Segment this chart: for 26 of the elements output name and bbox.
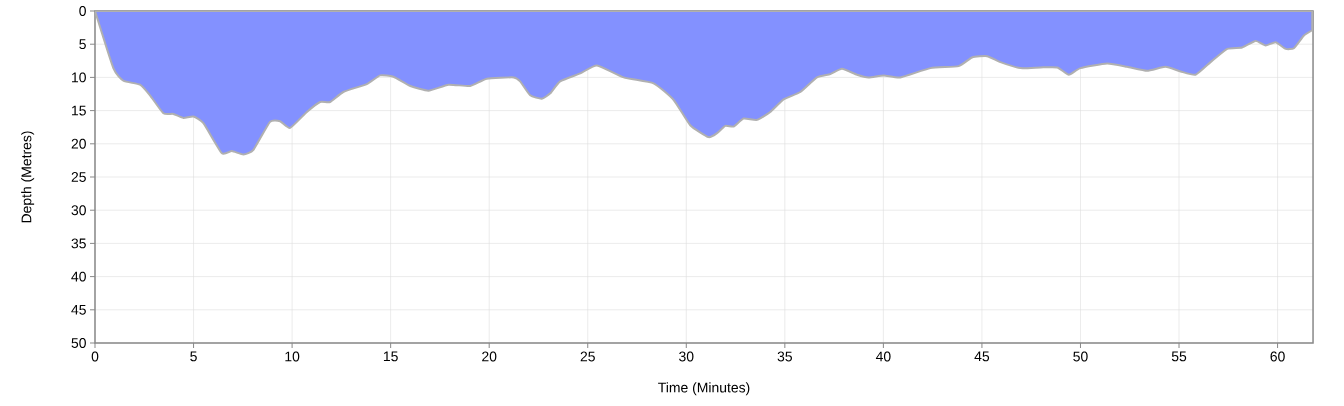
- x-tick-label: 45: [974, 351, 990, 362]
- y-tick-label: 35: [71, 238, 86, 249]
- y-axis-title: Depth (Metres): [21, 131, 35, 223]
- x-tick-label: 40: [875, 351, 891, 362]
- y-tick-label: 30: [71, 205, 86, 216]
- y-tick-label: 40: [71, 271, 86, 282]
- x-tick-label: 10: [285, 351, 300, 362]
- y-tick-label: 10: [72, 72, 86, 83]
- x-tick-label: 15: [383, 351, 398, 362]
- x-tick-label: 50: [1073, 351, 1088, 362]
- y-tick-label: 45: [71, 304, 86, 315]
- x-tick-label: 20: [482, 351, 497, 362]
- y-tick-label: 5: [79, 39, 86, 50]
- x-tick-label: 60: [1270, 351, 1285, 362]
- y-tick-label: 15: [72, 105, 86, 116]
- x-tick-label: 35: [777, 351, 792, 362]
- x-tick-label: 30: [679, 351, 694, 362]
- y-tick-label: 0: [79, 6, 86, 16]
- y-tick-label: 25: [71, 172, 86, 182]
- x-tick-label: 55: [1171, 351, 1187, 362]
- x-tick-label: 0: [91, 351, 99, 362]
- y-tick-label: 50: [71, 338, 86, 348]
- x-axis-title: Time (Minutes): [658, 382, 750, 396]
- x-tick-label: 5: [190, 351, 197, 362]
- y-tick-label: 20: [71, 138, 86, 149]
- x-tick-label: 25: [580, 351, 595, 362]
